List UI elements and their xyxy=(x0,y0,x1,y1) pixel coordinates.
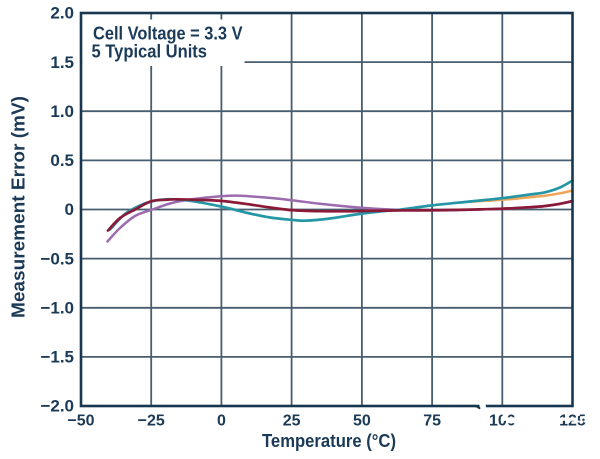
svg-text:−2.0: −2.0 xyxy=(40,397,74,416)
svg-text:−25: −25 xyxy=(138,412,165,429)
svg-text:−0.5: −0.5 xyxy=(40,249,74,268)
svg-text:50: 50 xyxy=(353,412,371,429)
svg-text:25: 25 xyxy=(283,412,301,429)
svg-text:0: 0 xyxy=(217,412,226,429)
svg-text:5 Typical Units: 5 Typical Units xyxy=(92,41,208,62)
svg-text:−1.5: −1.5 xyxy=(40,348,74,367)
svg-text:Cell Voltage = 3.3 V: Cell Voltage = 3.3 V xyxy=(93,23,243,44)
svg-text:0.5: 0.5 xyxy=(50,151,74,170)
svg-text:1.5: 1.5 xyxy=(50,53,74,72)
svg-text:−50: −50 xyxy=(67,412,94,429)
svg-text:−1.0: −1.0 xyxy=(40,298,74,317)
svg-text:Temperature (°C): Temperature (°C) xyxy=(262,430,396,451)
svg-text:1.0: 1.0 xyxy=(50,102,74,121)
svg-text:100: 100 xyxy=(489,412,516,429)
svg-text:Measurement Error (mV): Measurement Error (mV) xyxy=(8,96,29,318)
svg-text:0: 0 xyxy=(65,200,74,219)
svg-text:2.0: 2.0 xyxy=(50,4,74,23)
svg-text:75: 75 xyxy=(423,412,441,429)
